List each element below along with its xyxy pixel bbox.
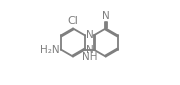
- Text: H₂N: H₂N: [40, 45, 60, 54]
- Text: NH: NH: [82, 52, 97, 62]
- Text: N: N: [86, 45, 94, 54]
- Text: N: N: [102, 11, 110, 21]
- Text: N: N: [86, 31, 94, 40]
- Text: Cl: Cl: [68, 16, 78, 26]
